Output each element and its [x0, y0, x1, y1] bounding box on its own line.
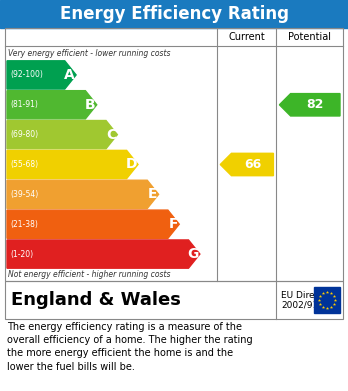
Text: Not energy efficient - higher running costs: Not energy efficient - higher running co…	[8, 270, 171, 279]
Text: C: C	[106, 127, 116, 142]
Text: EU Directive: EU Directive	[282, 291, 337, 300]
Polygon shape	[7, 240, 200, 268]
Text: Very energy efficient - lower running costs: Very energy efficient - lower running co…	[8, 49, 171, 58]
Polygon shape	[220, 153, 274, 176]
Polygon shape	[7, 91, 97, 119]
Bar	[0, 0, 348, 28]
Text: Potential: Potential	[288, 32, 331, 42]
Text: (21-38): (21-38)	[10, 220, 38, 229]
Polygon shape	[7, 210, 179, 239]
Text: 2002/91/EC: 2002/91/EC	[282, 301, 333, 310]
Polygon shape	[7, 180, 159, 208]
Bar	[314, 287, 340, 313]
Polygon shape	[7, 151, 138, 179]
Text: The energy efficiency rating is a measure of the
overall efficiency of a home. T: The energy efficiency rating is a measur…	[7, 322, 253, 371]
Text: (81-91): (81-91)	[10, 100, 38, 109]
Polygon shape	[279, 93, 340, 116]
Text: 66: 66	[244, 158, 261, 171]
Text: (69-80): (69-80)	[10, 130, 38, 139]
Text: 82: 82	[307, 98, 324, 111]
Text: D: D	[126, 158, 137, 172]
Text: Energy Efficiency Rating: Energy Efficiency Rating	[60, 5, 288, 23]
Polygon shape	[7, 61, 76, 89]
Text: (55-68): (55-68)	[10, 160, 38, 169]
Text: Current: Current	[229, 32, 265, 42]
Text: A: A	[64, 68, 75, 82]
Text: England & Wales: England & Wales	[11, 291, 181, 309]
Bar	[5, 28, 343, 281]
Text: (1-20): (1-20)	[10, 249, 33, 258]
Text: B: B	[85, 98, 96, 112]
Text: (92-100): (92-100)	[10, 70, 43, 79]
Bar	[5, 281, 343, 319]
Text: (39-54): (39-54)	[10, 190, 38, 199]
Text: E: E	[148, 187, 158, 201]
Text: G: G	[188, 247, 199, 261]
Text: F: F	[169, 217, 178, 231]
Polygon shape	[7, 120, 117, 149]
